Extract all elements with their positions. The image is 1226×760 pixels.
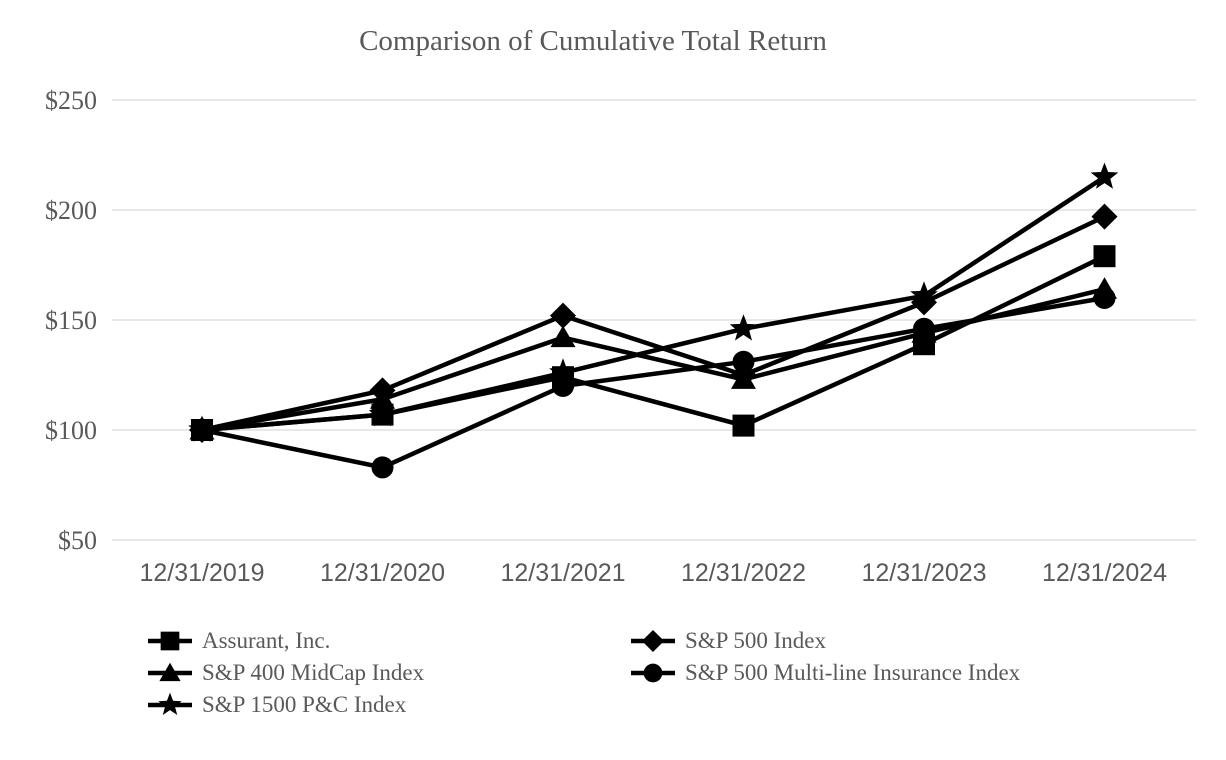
series-line <box>201 295 1105 470</box>
legend-item-sp500: S&P 500 Index <box>630 625 1020 657</box>
square-marker <box>732 414 755 437</box>
legend-label-sp1500-pc: S&P 1500 P&C Index <box>202 692 407 717</box>
star-marker <box>729 314 758 341</box>
legend-item-sp1500-pc: S&P 1500 P&C Index <box>147 689 424 721</box>
legend-item-sp500-multiline: S&P 500 Multi-line Insurance Index <box>630 657 1020 689</box>
x-tick-label: 12/31/2021 <box>500 559 625 587</box>
legend-label-sp400-midcap: S&P 400 MidCap Index <box>202 660 425 685</box>
square-marker-icon <box>148 631 192 651</box>
x-tick-label: 12/31/2019 <box>139 559 264 587</box>
legend-column-left: Assurant, Inc. S&P 400 MidCap Index S&P … <box>147 625 424 721</box>
square-marker <box>913 333 935 356</box>
circle-marker <box>371 456 394 479</box>
x-tick-label: 12/31/2020 <box>320 559 445 587</box>
circle-marker <box>643 663 663 683</box>
star-marker-icon <box>148 692 192 715</box>
diamond-marker <box>641 629 665 653</box>
legend-item-assurant: Assurant, Inc. <box>147 625 424 657</box>
diamond-marker <box>1091 203 1118 230</box>
square-marker <box>1093 245 1116 268</box>
chart-title: Comparison of Cumulative Total Return <box>359 25 827 57</box>
star-marker <box>158 692 182 715</box>
square-marker <box>160 631 180 651</box>
diamond-marker <box>550 302 576 329</box>
y-tick-label: $50 <box>58 526 97 555</box>
legend-label-sp500-multiline: S&P 500 Multi-line Insurance Index <box>685 660 1021 685</box>
square-marker <box>552 366 574 389</box>
legend-column-right: S&P 500 Index S&P 500 Multi-line Insuran… <box>630 625 1020 689</box>
star-marker <box>1090 162 1119 189</box>
y-tick-label: $250 <box>45 86 97 115</box>
square-marker <box>191 419 213 441</box>
triangle-marker <box>550 325 576 348</box>
y-tick-label: $150 <box>45 306 97 335</box>
circle-marker <box>732 350 755 373</box>
legend-label-assurant: Assurant, Inc. <box>202 628 331 653</box>
diamond-marker-icon <box>631 629 675 653</box>
legend-item-sp400-midcap: S&P 400 MidCap Index <box>147 657 424 689</box>
diamond-marker <box>911 289 937 316</box>
triangle-marker <box>159 662 181 682</box>
legend-label-sp500: S&P 500 Index <box>685 628 826 653</box>
series-line <box>201 254 1106 433</box>
x-tick-label: 12/31/2023 <box>861 559 986 587</box>
x-tick-label: 12/31/2022 <box>681 559 806 587</box>
series-line <box>201 175 1106 433</box>
circle-marker <box>1093 287 1116 309</box>
x-tick-label: 12/31/2024 <box>1042 559 1167 587</box>
diamond-marker <box>369 377 396 404</box>
y-tick-label: $100 <box>45 416 97 445</box>
y-tick-label: $200 <box>45 196 97 225</box>
series-line <box>201 214 1106 433</box>
triangle-marker-icon <box>148 662 192 682</box>
circle-marker-icon <box>631 663 675 683</box>
series-line <box>201 287 1106 433</box>
square-marker <box>371 403 394 426</box>
diamond-marker <box>730 362 757 388</box>
